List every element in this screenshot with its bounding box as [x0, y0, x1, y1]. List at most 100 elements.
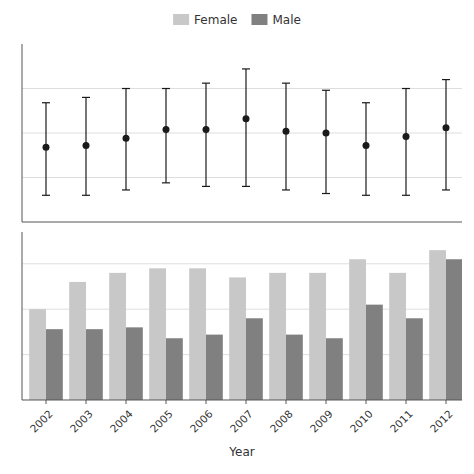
- error-bar: [445, 80, 446, 190]
- grid-line: [22, 88, 462, 89]
- dot: [323, 130, 330, 137]
- error-cap: [322, 193, 330, 194]
- dot: [443, 124, 450, 131]
- x-tick: [406, 400, 407, 404]
- x-tick: [86, 400, 87, 404]
- bar: [166, 338, 183, 400]
- bar: [446, 259, 462, 400]
- legend-label: Female: [194, 13, 237, 27]
- bar: [406, 318, 423, 400]
- bar: [46, 329, 63, 400]
- x-axis-line: [22, 400, 462, 401]
- dot: [363, 142, 370, 149]
- chart: 2002 2003 2004 2005 2006 2007 2008 2009 2010 2011…: [0, 0, 474, 474]
- grid-line: [22, 263, 462, 264]
- x-tick-label: 2004: [107, 407, 135, 435]
- error-cap: [282, 83, 290, 84]
- dot: [283, 128, 290, 135]
- bar: [149, 268, 166, 400]
- error-bar: [405, 89, 406, 196]
- bar: [229, 277, 246, 400]
- x-tick-label: 2003: [67, 407, 94, 434]
- bar: [86, 329, 103, 400]
- x-tick-label: 2011: [387, 407, 414, 434]
- error-cap: [162, 88, 170, 89]
- error-bar: [245, 69, 246, 186]
- x-tick-label: 2002: [27, 407, 54, 434]
- error-cap: [362, 102, 370, 103]
- bar: [326, 338, 343, 400]
- bar: [286, 335, 303, 400]
- error-bar: [325, 90, 326, 193]
- dot: [403, 133, 410, 140]
- bar: [69, 282, 86, 400]
- x-tick: [446, 400, 447, 404]
- error-cap: [362, 195, 370, 196]
- bar: [269, 273, 286, 400]
- bar: [206, 335, 223, 400]
- x-tick: [246, 400, 247, 404]
- x-tick-label: 2012: [427, 407, 454, 434]
- error-bar: [165, 89, 166, 183]
- x-tick: [46, 400, 47, 404]
- error-cap: [82, 195, 90, 196]
- bar: [349, 259, 366, 400]
- legend-swatch: [251, 14, 267, 25]
- y-axis-line: [22, 232, 23, 400]
- x-tick-label: 2009: [307, 407, 334, 434]
- error-cap: [282, 189, 290, 190]
- x-tick-label: 2005: [147, 407, 174, 434]
- x-tick-label: 2008: [267, 407, 294, 434]
- error-cap: [442, 189, 450, 190]
- x-tick: [286, 400, 287, 404]
- grid-line: [22, 177, 462, 178]
- error-bar: [205, 83, 206, 186]
- error-bar: [285, 83, 286, 190]
- panel: [22, 44, 462, 222]
- x-axis-label: Year: [228, 445, 254, 459]
- bar: [126, 327, 143, 400]
- bar: [246, 318, 263, 400]
- bar: [389, 273, 406, 400]
- error-cap: [82, 97, 90, 98]
- error-bar: [365, 103, 366, 196]
- y-axis-line: [22, 44, 23, 222]
- x-tick-label: 2006: [187, 407, 215, 435]
- dot: [123, 135, 130, 142]
- error-cap: [442, 79, 450, 80]
- x-tick: [206, 400, 207, 404]
- error-cap: [42, 102, 50, 103]
- grid-line: [22, 133, 462, 134]
- marks: [29, 250, 462, 400]
- bar: [29, 309, 46, 400]
- error-cap: [322, 90, 330, 91]
- bar: [189, 268, 206, 400]
- error-cap: [242, 186, 250, 187]
- error-cap: [242, 68, 250, 69]
- error-cap: [122, 88, 130, 89]
- x-tick: [166, 400, 167, 404]
- x-axis-line: [22, 222, 462, 223]
- bar: [366, 305, 383, 400]
- x-tick-label: 2007: [227, 407, 254, 434]
- bar: [109, 273, 126, 400]
- x-tick: [326, 400, 327, 404]
- dot: [203, 126, 210, 133]
- error-cap: [162, 182, 170, 183]
- x-tick-label: 2010: [347, 407, 374, 434]
- dot: [83, 142, 90, 149]
- error-cap: [402, 88, 410, 89]
- dot: [163, 126, 170, 133]
- error-cap: [202, 83, 210, 84]
- x-tick: [366, 400, 367, 404]
- legend-label: Male: [272, 13, 300, 27]
- error-cap: [202, 186, 210, 187]
- error-cap: [42, 195, 50, 196]
- error-cap: [122, 189, 130, 190]
- bar: [429, 250, 446, 400]
- legend-swatch: [173, 14, 189, 25]
- bar: [309, 273, 326, 400]
- error-cap: [402, 195, 410, 196]
- marks: [42, 69, 450, 195]
- dot: [43, 144, 50, 151]
